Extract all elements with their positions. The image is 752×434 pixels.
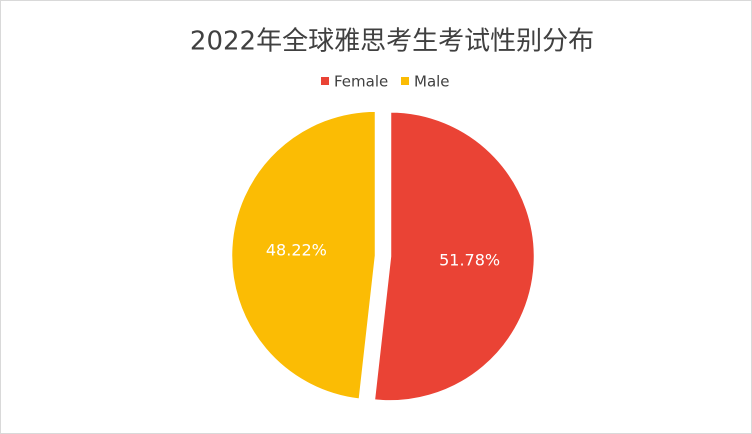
chart-title: 2022年全球雅思考生考试性别分布 [190,27,594,57]
legend-swatch [401,77,409,85]
pie-slice [229,109,378,402]
legend-swatch [321,77,329,85]
data-label: 51.78% [439,250,500,269]
data-label: 48.22% [266,241,327,260]
legend-label: Female [334,73,388,91]
pie-slice [372,110,537,403]
legend-label: Male [414,73,450,91]
